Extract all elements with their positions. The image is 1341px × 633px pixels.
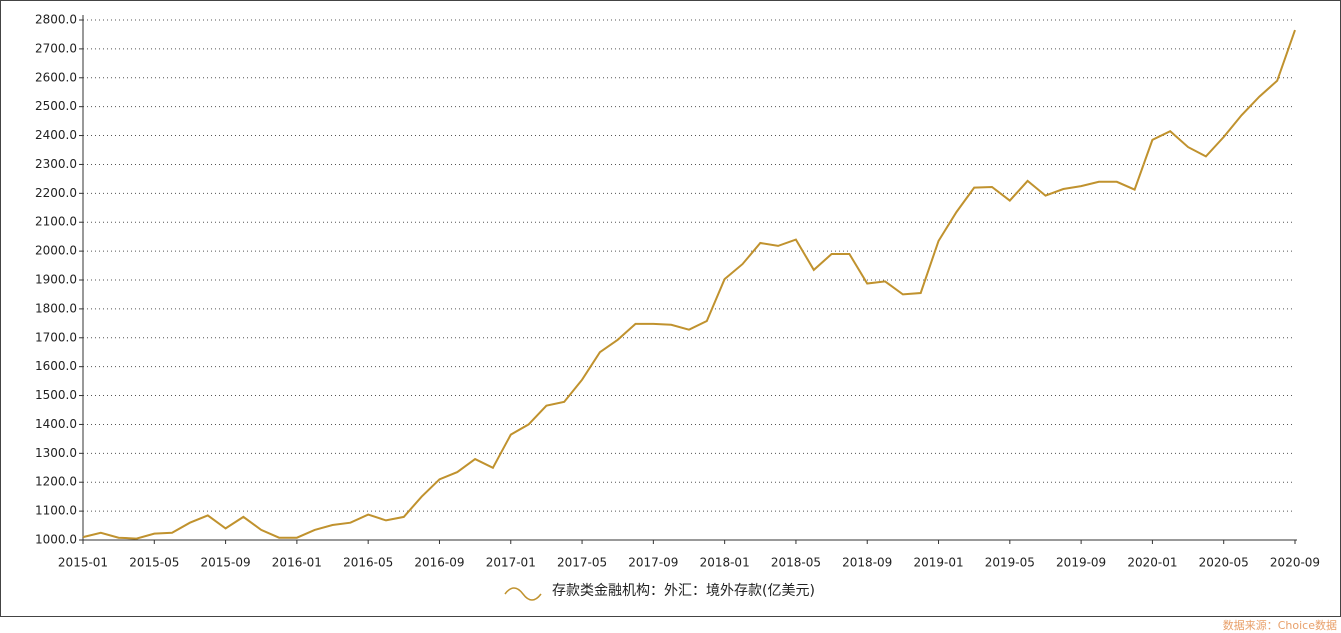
x-tick-label: 2020-09: [1270, 556, 1320, 570]
x-tick-label: 2015-09: [201, 556, 251, 570]
y-tick-label: 1700.0: [35, 330, 77, 344]
x-tick-label: 2017-01: [486, 556, 536, 570]
y-tick-label: 1600.0: [35, 359, 77, 373]
x-tick-label: 2017-05: [557, 556, 607, 570]
y-tick-label: 2500.0: [35, 99, 77, 113]
source: 数据来源：Choice数据: [1223, 618, 1337, 632]
x-tick-label: 2018-01: [700, 556, 750, 570]
x-tick-label: 2019-01: [913, 556, 963, 570]
x-tick-label: 2016-09: [414, 556, 464, 570]
x-tick-label: 2019-09: [1056, 556, 1106, 570]
y-tick-label: 2400.0: [35, 128, 77, 142]
y-tick-label: 2200.0: [35, 186, 77, 200]
x-tick-label: 2020-01: [1127, 556, 1177, 570]
y-tick-label: 1900.0: [35, 273, 77, 287]
x-tick-label: 2018-09: [842, 556, 892, 570]
legend-swatch: [504, 587, 542, 601]
y-tick-label: 2300.0: [35, 157, 77, 171]
y-tick-label: 2800.0: [35, 13, 77, 27]
y-tick-label: 1000.0: [35, 533, 77, 547]
x-tick-label: 2018-05: [771, 556, 821, 570]
x-tick-label: 2019-05: [985, 556, 1035, 570]
x-tick-label: 2016-05: [343, 556, 393, 570]
y-tick-label: 2600.0: [35, 70, 77, 84]
x-tick-label: 2015-05: [129, 556, 179, 570]
y-tick-label: 1300.0: [35, 446, 77, 460]
y-tick-label: 1800.0: [35, 301, 77, 315]
y-tick-label: 1400.0: [35, 417, 77, 431]
x-tick-label: 2015-01: [58, 556, 108, 570]
x-tick-label: 2020-05: [1199, 556, 1249, 570]
legend-label: 存款类金融机构：外汇：境外存款(亿美元): [552, 583, 815, 599]
y-tick-label: 1200.0: [35, 475, 77, 489]
y-tick-label: 2700.0: [35, 41, 77, 55]
y-tick-label: 2000.0: [35, 244, 77, 258]
y-tick-label: 1500.0: [35, 388, 77, 402]
x-tick-label: 2016-01: [272, 556, 322, 570]
y-tick-label: 1100.0: [35, 504, 77, 518]
y-tick-label: 2100.0: [35, 215, 77, 229]
x-tick-label: 2017-09: [628, 556, 678, 570]
line: [82, 29, 1296, 540]
